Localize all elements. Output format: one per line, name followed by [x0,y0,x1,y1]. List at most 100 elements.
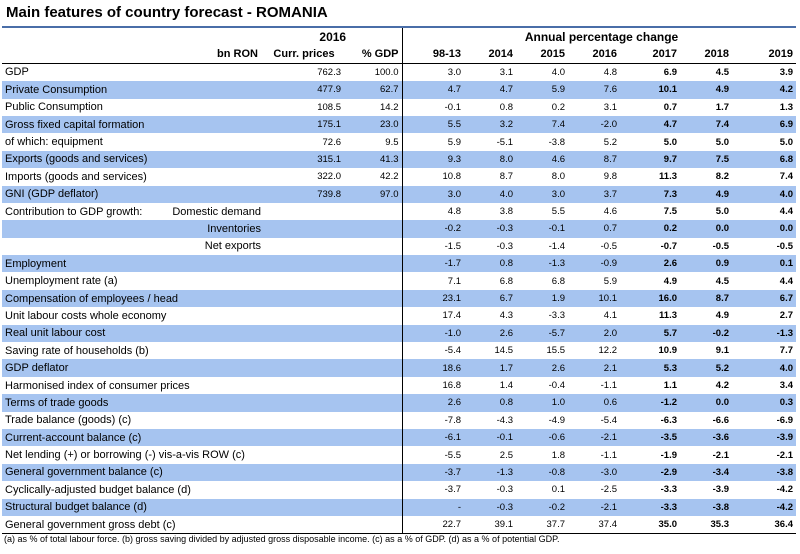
cell-value: 4.7 [464,81,517,99]
cell-value: -0.5 [712,240,730,252]
table-row: Saving rate of households (b) -5.4 14.5 15.… [2,342,796,360]
row-label: GDP deflator [2,359,264,377]
cell-curr-prices: 477.9 [264,81,344,99]
cell-value: 3.4 [779,380,794,391]
table-row: GNI (GDP deflator) 739.8 97.0 3.0 4.0 3.0 3.7 7… [2,185,797,203]
cell-pct-gdp: 100.0 [374,66,399,78]
cell-value: 3.8 [499,206,514,218]
row-label: Gross fixed capital formation [2,115,264,134]
cell-value: 2.6 [516,359,569,377]
cell-value: -6.3 [660,414,678,426]
cell-value: 5.5 [401,115,465,134]
cell-value: 15.5 [546,345,566,357]
cell-pct-gdp [344,238,402,255]
cell-value: 3.7 [568,185,621,203]
cell-value: 4.5 [715,66,730,78]
cell-value: 5.9 [516,81,569,99]
cell-value: -4.9 [548,414,566,426]
cell-value: 11.3 [659,310,678,322]
cell-value: 0.0 [680,220,733,238]
cell-pct-gdp: 41.3 [344,150,403,169]
cell-value: 0.8 [464,394,517,412]
cell-value: 4.0 [551,66,566,78]
cell-curr-prices [264,463,344,482]
cell-value: 10.8 [401,168,465,186]
cell-value: 1.4 [499,380,514,391]
table-row: GDP deflator 18.6 1.7 2.6 2.1 5.3 5.2 4.0 [2,359,797,377]
cell-value: 7.1 [401,272,465,290]
cell-pct-gdp [344,428,403,447]
cell-value: 3.9 [779,66,794,78]
cell-value: 6.8 [499,275,514,287]
table-row: Imports (goods and services) 322.0 42.2 10.… [2,168,796,186]
cell-value: 4.6 [603,206,618,218]
cell-curr-prices [264,238,344,255]
table-row: Unit labour costs whole economy 17.4 4.3 -3… [2,307,796,325]
cell-value: -6.9 [776,414,794,426]
cell-value: -5.7 [516,324,569,343]
cell-value: -4.2 [732,498,797,516]
cell-value: -5.4 [401,342,465,360]
cell-value: -3.8 [680,498,733,516]
cell-value: -1.2 [620,394,681,412]
row-label: Public Consumption [5,101,103,114]
cell-pct-gdp: 14.2 [380,101,399,113]
row-label: Trade balance (goods) (c) [5,414,132,427]
cell-value: 5.0 [715,136,730,148]
cell-value: 8.7 [568,150,621,169]
header-year-col: 98-13 [401,45,465,64]
header-unit: bn RON [2,45,264,64]
cell-value: 4.9 [680,81,733,99]
cell-pct-gdp [344,481,402,498]
cell-value: 35.0 [620,515,681,535]
cell-value: 5.3 [620,359,681,377]
cell-value: 3.1 [603,101,618,113]
cell-curr-prices [264,307,344,324]
header-year-col: 2017 [620,45,681,64]
cell-value: 6.8 [551,275,566,287]
cell-value: -3.3 [660,484,678,496]
row-sublabel: Domestic demand [172,205,261,218]
cell-curr-prices [264,272,344,289]
cell-value: 4.7 [620,115,681,134]
cell-value: 6.7 [732,289,797,308]
cell-value: 4.6 [516,150,569,169]
row-label: Inventories [2,220,264,238]
cell-value: 4.8 [401,202,465,221]
cell-pct-gdp [344,412,402,429]
cell-value: 7.6 [568,81,621,99]
cell-curr-prices [264,203,344,220]
cell-value: 18.6 [401,359,465,377]
cell-value: -3.6 [680,428,733,447]
cell-curr-prices [264,342,344,359]
cell-value: 37.7 [516,515,569,535]
cell-value: -2.1 [568,498,621,516]
cell-value: 17.4 [401,307,465,325]
cell-value: 5.0 [779,136,794,148]
cell-value: 4.9 [680,185,733,203]
cell-value: 9.1 [715,345,730,357]
cell-value: -1.7 [401,255,465,273]
cell-curr-prices: 175.1 [264,115,344,134]
cell-value: 4.2 [732,81,797,99]
row-label: Compensation of employees / head [2,289,264,308]
row-label: Structural budget balance (d) [2,498,264,516]
cell-value: -4.3 [496,414,514,426]
cell-curr-prices [264,515,344,535]
cell-value: 2.5 [499,449,514,461]
table-row: Public Consumption 108.5 14.2 -0.1 0.8 0.2 3.1… [2,98,796,116]
cell-value: 39.1 [464,515,517,535]
cell-value: -0.8 [516,463,569,482]
table-row: Employment -1.7 0.8 -1.3 -0.9 2.6 0.9 0.1 [2,255,797,273]
cell-value: 3.0 [516,185,569,203]
cell-value: 6.7 [464,289,517,308]
cell-value: 4.7 [401,81,465,99]
table-row: Current-account balance (c) -6.1 -0.1 -0.6-… [2,428,797,447]
cell-value: 7.4 [680,115,733,134]
cell-value: 3.0 [401,185,465,203]
table-row: Harmonised index of consumer prices 16.8 1… [2,376,796,395]
cell-value: 8.0 [551,171,566,183]
table-row: GDP 762.3 100.0 3.0 3.1 4.0 4.8 6.9 4.5 3.9 [2,63,796,82]
cell-value: 4.9 [663,275,678,287]
cell-value: -0.1 [516,220,569,238]
